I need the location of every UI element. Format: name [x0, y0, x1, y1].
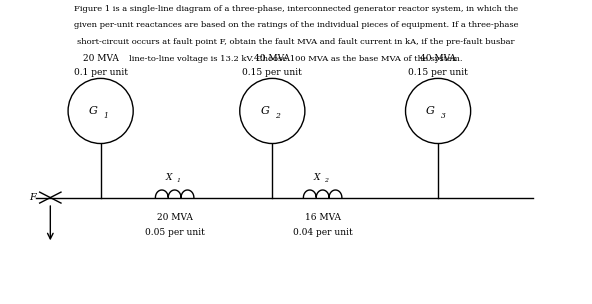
Text: X: X [165, 173, 172, 182]
Text: G: G [89, 106, 98, 116]
Text: short-circuit occurs at fault point F, obtain the fault MVA and fault current in: short-circuit occurs at fault point F, o… [77, 38, 515, 46]
Text: 0.15 per unit: 0.15 per unit [408, 68, 468, 77]
Text: 1: 1 [176, 178, 181, 183]
Text: 0.1 per unit: 0.1 per unit [73, 68, 128, 77]
Text: given per-unit reactances are based on the ratings of the individual pieces of e: given per-unit reactances are based on t… [74, 21, 518, 29]
Text: 40 MVA: 40 MVA [255, 54, 290, 63]
Text: 20 MVA: 20 MVA [83, 54, 118, 63]
Text: 1: 1 [104, 112, 108, 119]
Text: F: F [29, 193, 36, 202]
Text: 2: 2 [324, 178, 329, 183]
Text: G: G [426, 106, 435, 116]
Text: 0.05 per unit: 0.05 per unit [144, 228, 205, 237]
Text: line-to-line voltage is 13.2 kV. Choose 100 MVA as the base MVA of the system.: line-to-line voltage is 13.2 kV. Choose … [129, 55, 463, 63]
Text: 3: 3 [441, 112, 446, 119]
Text: 0.15 per unit: 0.15 per unit [242, 68, 303, 77]
Text: Figure 1 is a single-line diagram of a three-phase, interconnected generator rea: Figure 1 is a single-line diagram of a t… [74, 5, 518, 12]
Text: 0.04 per unit: 0.04 per unit [293, 228, 352, 237]
Text: X: X [313, 173, 320, 182]
Text: 2: 2 [275, 112, 280, 119]
Text: 16 MVA: 16 MVA [305, 213, 340, 222]
Text: 40 MVA: 40 MVA [420, 54, 456, 63]
Text: G: G [260, 106, 269, 116]
Text: 20 MVA: 20 MVA [157, 213, 192, 222]
